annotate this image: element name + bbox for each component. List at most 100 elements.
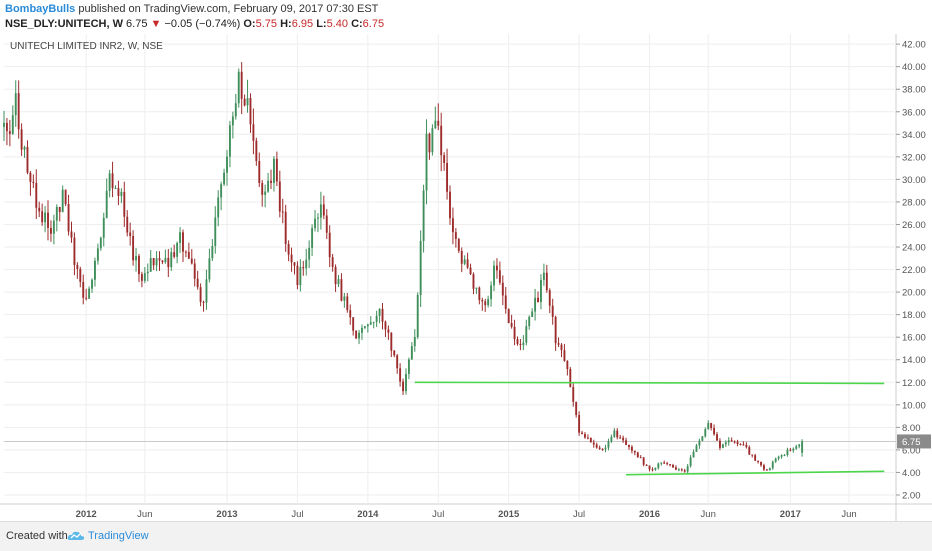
candle-body	[278, 181, 281, 212]
trend-line[interactable]	[414, 381, 885, 385]
candle-body	[566, 360, 569, 369]
candle-body	[642, 457, 645, 465]
candle-body	[349, 310, 352, 318]
candle	[557, 337, 560, 347]
candle	[396, 354, 399, 374]
candle-body	[721, 444, 724, 448]
y-tick-label: 42.00	[902, 40, 926, 51]
y-tick-label: 20.00	[902, 288, 926, 299]
candle	[284, 204, 287, 252]
candle	[61, 185, 64, 213]
candle	[625, 437, 628, 446]
candle-body	[434, 120, 437, 129]
candle	[440, 112, 443, 172]
candle	[343, 292, 346, 308]
candle-body	[548, 290, 551, 306]
candle	[604, 444, 607, 453]
candle	[243, 94, 246, 107]
candle-body	[102, 217, 105, 238]
trend-lines[interactable]	[414, 381, 885, 476]
y-tick-label: 34.00	[902, 130, 926, 141]
candle	[272, 155, 275, 192]
candle-body	[768, 468, 771, 471]
author-link[interactable]: BombayBulls	[5, 3, 76, 15]
candle-body	[82, 281, 85, 298]
candle	[361, 324, 363, 340]
candle	[314, 209, 316, 232]
price-axis[interactable]: 2.00 4.00 6.00 8.00 10.00 12.00 14.00 16.00 18.0…	[896, 40, 931, 502]
candle-body	[214, 217, 217, 247]
candle	[3, 110, 5, 141]
candle-body	[8, 131, 11, 134]
candle	[152, 257, 155, 270]
candle	[199, 283, 202, 307]
candle	[319, 191, 322, 230]
candle-body	[217, 197, 220, 218]
candle	[328, 225, 331, 268]
time-axis[interactable]: 2012 Jun 2013 Jul 2014 Jul 2015 Jul 2016 Jun 2017 J…	[76, 509, 857, 520]
candle	[763, 463, 765, 472]
candle	[648, 465, 651, 472]
candle-body	[252, 124, 255, 141]
candle	[768, 467, 771, 471]
candle	[774, 457, 777, 464]
candle	[422, 184, 425, 253]
candle-body	[182, 232, 184, 252]
candle-body	[542, 272, 545, 280]
candle-body	[284, 211, 287, 245]
candle	[651, 467, 654, 472]
candle	[472, 272, 475, 295]
candle-body	[337, 279, 340, 285]
candle	[140, 271, 143, 288]
candle	[355, 330, 358, 339]
candle	[686, 463, 689, 474]
candle-body	[730, 440, 733, 442]
candle-body	[105, 190, 108, 218]
candle	[495, 258, 498, 279]
candle-body	[123, 191, 126, 217]
candle-body	[428, 133, 431, 153]
candle-body	[240, 71, 243, 99]
candle	[102, 212, 105, 247]
candle-body	[179, 232, 182, 243]
candle-body	[76, 264, 79, 269]
candle	[739, 443, 742, 446]
chart-frame[interactable]: 2.00 4.00 6.00 8.00 10.00 12.00 14.00 16.00 18.0…	[0, 34, 932, 521]
candle	[264, 184, 267, 208]
candle	[340, 273, 343, 302]
candle-body	[17, 93, 20, 130]
candle	[176, 241, 179, 264]
price-chart[interactable]: 2.00 4.00 6.00 8.00 10.00 12.00 14.00 16.00 18.0…	[0, 34, 932, 521]
candle-body	[375, 315, 378, 322]
candle	[413, 329, 416, 352]
candle-body	[595, 444, 598, 448]
candle-body	[774, 458, 777, 462]
candle-body	[572, 386, 575, 402]
candle-body	[3, 122, 5, 127]
trend-line[interactable]	[626, 470, 885, 476]
candle-body	[234, 103, 237, 117]
y-tick-label: 28.00	[902, 197, 926, 208]
x-tick-label: 2012	[76, 509, 97, 520]
tradingview-brand[interactable]: TradingView	[88, 530, 149, 542]
candle	[525, 319, 528, 346]
candle-body	[287, 244, 290, 255]
y-tick-label: 18.00	[902, 310, 926, 321]
candle-body	[557, 343, 560, 345]
candle-body	[437, 120, 440, 126]
candle	[528, 315, 531, 330]
candle-body	[363, 326, 366, 328]
candle	[184, 250, 187, 258]
candle	[542, 263, 545, 286]
candle-body	[91, 279, 93, 289]
candle	[783, 454, 786, 457]
candle	[58, 206, 61, 222]
candle	[801, 439, 804, 457]
candle	[575, 401, 578, 418]
candle	[41, 203, 44, 226]
candle-body	[713, 427, 716, 435]
candle-body	[302, 267, 305, 269]
candle-body	[111, 173, 114, 189]
candle-body	[490, 285, 493, 300]
candle-body	[361, 327, 363, 333]
